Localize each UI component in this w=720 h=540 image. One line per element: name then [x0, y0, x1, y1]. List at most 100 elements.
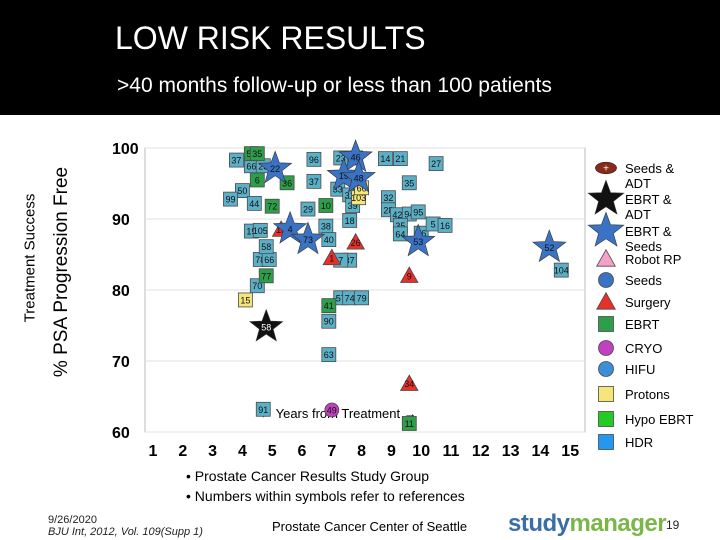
- legend-marker: [598, 316, 614, 332]
- legend-label: EBRT & ADT: [625, 192, 672, 222]
- point-label: 9: [407, 271, 412, 281]
- series-ebrt: 55356367210774111: [243, 146, 417, 431]
- data-point: [399, 266, 419, 283]
- y-tick-label: 100: [112, 141, 139, 158]
- data-point: [322, 248, 342, 266]
- data-point: [532, 229, 567, 263]
- data-point: [290, 221, 326, 255]
- legend-label: HDR: [625, 435, 654, 450]
- point-label: 26: [351, 238, 361, 248]
- data-point: [234, 183, 250, 199]
- footer-organization: Prostate Cancer Center of Seattle: [272, 519, 468, 534]
- point-label: 38: [321, 222, 331, 232]
- point-label: 99: [225, 195, 235, 205]
- series-ebrt-adt: 58: [248, 308, 284, 342]
- header-bar: LOW RISK RESULTS >40 months follow-up or…: [0, 0, 720, 115]
- point-label: 29: [303, 205, 313, 215]
- legend-marker: [598, 411, 614, 427]
- data-point: [428, 156, 444, 172]
- point-label: 64: [395, 229, 405, 239]
- point-label: 11: [405, 419, 414, 429]
- point-label: 90: [324, 317, 334, 327]
- point-label: 95: [413, 207, 423, 217]
- point-label: 19: [246, 227, 256, 237]
- point-label: 28: [383, 205, 393, 215]
- data-point: [306, 151, 322, 167]
- point-label: 94: [404, 210, 414, 220]
- point-label: 7: [338, 256, 343, 266]
- point-label: 10: [321, 201, 331, 211]
- legend-label: Robot RP: [625, 252, 682, 267]
- x-tick-label: 14: [532, 443, 550, 460]
- legend-marker: [587, 179, 625, 215]
- point-label: 6: [255, 175, 260, 185]
- point-label: 31: [345, 190, 355, 200]
- point-label: 22: [270, 164, 280, 174]
- bullet-references: • Numbers within symbols refer to refere…: [186, 488, 465, 504]
- legend-marker: [598, 386, 614, 402]
- point-label: 70: [252, 281, 262, 291]
- x-tick-label: 12: [472, 443, 490, 460]
- data-point: [321, 298, 337, 314]
- legend-marker: [598, 434, 614, 450]
- data-point: [321, 347, 337, 363]
- data-point: [553, 262, 569, 278]
- legend-label: EBRT & Seeds: [625, 224, 672, 254]
- point-label: 33: [333, 185, 343, 195]
- point-label: 42: [392, 210, 402, 220]
- x-tick-label: 6: [298, 443, 307, 460]
- point-label: 73: [303, 235, 313, 245]
- point-label: 35: [252, 149, 262, 159]
- x-tick-label: 15: [561, 443, 579, 460]
- data-point: [229, 152, 244, 168]
- point-label: 35: [395, 221, 405, 231]
- point-label: 48: [354, 173, 364, 183]
- data-point: [272, 210, 308, 244]
- data-point: [437, 217, 453, 233]
- data-point: [392, 151, 408, 167]
- point-label: 66: [246, 161, 256, 171]
- data-point: [342, 213, 358, 228]
- point-label: 63: [324, 350, 334, 360]
- legend-label: Seeds: [625, 273, 662, 288]
- bullet-study-group: • Prostate Cancer Results Study Group: [186, 468, 430, 484]
- point-label: 96: [309, 155, 319, 165]
- point-label: 58: [261, 322, 271, 332]
- data-point: [249, 146, 265, 162]
- data-point: [399, 374, 419, 391]
- point-label: 41: [324, 301, 334, 311]
- legend-marker: [598, 272, 614, 288]
- x-tick-label: 9: [387, 443, 396, 460]
- point-label: 58: [261, 242, 271, 252]
- data-point: [300, 201, 316, 217]
- point-label: 72: [267, 202, 277, 212]
- legend-label: Protons: [625, 387, 670, 402]
- data-point: [255, 401, 271, 417]
- point-label: 32: [383, 193, 393, 203]
- point-label: 27: [431, 159, 441, 169]
- x-tick-label: 5: [268, 443, 277, 460]
- legend-label: Surgery: [625, 295, 671, 310]
- data-point: [252, 222, 268, 238]
- x-tick-label: 11: [443, 443, 460, 460]
- point-label: 14: [380, 154, 390, 164]
- point-label: 60: [357, 183, 367, 193]
- legend-label: Hypo EBRT: [625, 412, 694, 427]
- data-point: [258, 239, 274, 255]
- y-tick-label: 60: [112, 425, 130, 442]
- x-tick-label: 8: [357, 443, 366, 460]
- legend-label: HIFU: [625, 362, 656, 377]
- legend-label: EBRT: [625, 317, 660, 332]
- point-label: 39: [348, 201, 358, 211]
- legend-marker: [587, 211, 625, 247]
- data-point: [346, 232, 366, 250]
- point-label: 91: [258, 405, 268, 415]
- legend-marker: [598, 340, 614, 356]
- point-label: 18: [345, 216, 355, 226]
- data-point: [306, 173, 322, 189]
- point-label: 16: [440, 221, 450, 231]
- x-tick-label: 3: [208, 443, 217, 460]
- point-label: 105: [253, 226, 268, 236]
- point-label: 21: [395, 154, 405, 164]
